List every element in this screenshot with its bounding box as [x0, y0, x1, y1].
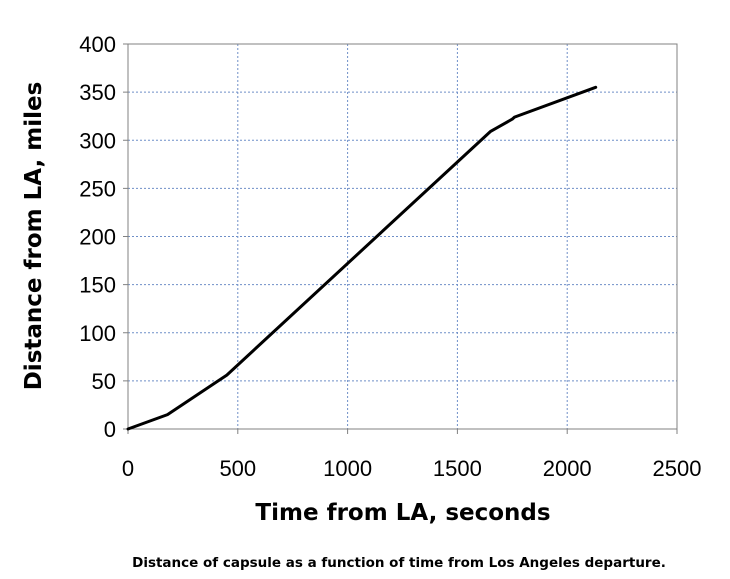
y-tick-label: 200: [79, 225, 116, 250]
y-tick-label: 150: [79, 273, 116, 298]
y-tick-labels: 0 50 100 150 200 250 300 350 400: [79, 32, 116, 442]
y-tick-label: 300: [79, 128, 116, 153]
figure-caption: Distance of capsule as a function of tim…: [132, 555, 666, 571]
y-tick-label: 250: [79, 176, 116, 201]
x-tick-label: 0: [122, 456, 134, 481]
x-tick-label: 2500: [653, 456, 702, 481]
gridlines: [128, 43, 677, 429]
series-line: [126, 85, 598, 431]
x-tick-labels: 0 500 1000 1500 2000 2500: [122, 456, 702, 481]
y-axis-label: Distance from LA, miles: [21, 82, 47, 391]
y-tick-label: 400: [79, 32, 116, 57]
y-tick-label: 100: [79, 321, 116, 346]
axes: [123, 43, 678, 434]
x-tick-label: 2000: [543, 456, 592, 481]
plot-area-border: [127, 43, 678, 430]
x-axis-label: Time from LA, seconds: [255, 500, 550, 526]
y-tick-label: 350: [79, 80, 116, 105]
x-tick-label: 1000: [323, 456, 372, 481]
y-tick-label: 0: [104, 417, 116, 442]
series-layer: [126, 85, 598, 431]
x-tick-label: 1500: [433, 456, 482, 481]
x-tick-label: 500: [219, 456, 256, 481]
y-tick-label: 50: [92, 369, 116, 394]
